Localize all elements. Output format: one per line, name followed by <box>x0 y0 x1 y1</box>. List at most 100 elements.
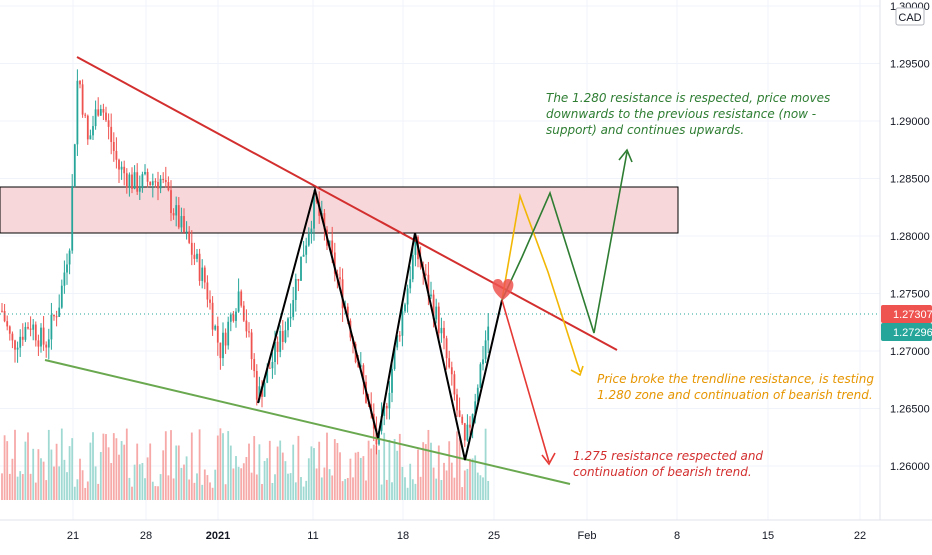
candle-body <box>274 341 276 363</box>
candle-body <box>471 414 474 428</box>
volume-bar <box>375 445 378 500</box>
candle-body <box>248 331 250 333</box>
candle-body <box>141 174 144 189</box>
volume-bar <box>125 428 128 500</box>
candle-body <box>206 282 209 300</box>
candle-body <box>250 332 253 360</box>
volume-bar <box>318 441 321 500</box>
volume-bar <box>170 430 172 500</box>
volume-bar <box>1 473 3 500</box>
x-tick-label: 22 <box>854 530 866 542</box>
y-tick-label: 1.28000 <box>890 231 930 243</box>
volume-bar <box>294 482 297 500</box>
volume-bar <box>201 484 204 500</box>
candle-body <box>294 279 297 300</box>
volume-bar <box>443 462 445 500</box>
ascending-support-trendline[interactable] <box>44 359 571 485</box>
volume-bar <box>450 462 453 500</box>
candle-body <box>8 326 11 334</box>
volume-bar <box>365 480 367 500</box>
candle-body <box>341 279 344 309</box>
candle-body <box>383 405 386 416</box>
volume-bar <box>19 471 22 500</box>
candle-body <box>461 416 464 424</box>
drawings <box>0 56 880 485</box>
candle-body <box>203 267 206 283</box>
candle-body <box>302 254 305 257</box>
candle-body <box>120 166 123 170</box>
volume-bar <box>209 482 211 500</box>
volume-bar <box>58 466 61 500</box>
descending-resistance-trendline[interactable] <box>76 56 618 351</box>
volume-bar <box>224 484 227 500</box>
volume-bar <box>11 458 14 500</box>
annotation-red: 1.275 resistance respected and continuat… <box>573 449 763 479</box>
candle-body <box>157 181 159 189</box>
yellow-projection <box>501 192 581 373</box>
candle-body <box>37 340 40 347</box>
candle-body <box>180 216 183 228</box>
candle-body <box>201 267 204 281</box>
volume-bar <box>414 483 417 500</box>
time-axis[interactable]: 21 28 2021 11 18 25 Feb 8 15 22 <box>0 519 932 542</box>
candle-body <box>307 233 310 246</box>
candle-body <box>253 359 256 372</box>
candle-body <box>450 367 453 375</box>
green-projection <box>501 151 628 334</box>
candle-body <box>149 181 152 186</box>
candle-body <box>263 382 266 397</box>
volume-bar <box>437 445 440 500</box>
candle-body <box>151 181 154 186</box>
candle-body <box>484 340 487 360</box>
volume-bar <box>76 479 79 500</box>
candle-body <box>164 179 167 183</box>
resistance-zone-layer <box>0 186 679 234</box>
volume-bar <box>37 449 40 500</box>
volume-bar <box>107 447 110 500</box>
candle-body <box>188 231 191 243</box>
volume-bar <box>474 455 477 500</box>
volume-bar <box>55 443 58 500</box>
candle-body <box>240 291 243 306</box>
candle-body <box>53 314 55 317</box>
volume-bar <box>71 438 74 500</box>
annotation-green: The 1.280 resistance is respected, price… <box>546 91 830 137</box>
volume-bar <box>149 443 152 500</box>
x-tick-labels: 21 28 2021 11 18 25 Feb 8 15 22 <box>67 530 866 542</box>
candle-body <box>456 394 458 411</box>
volume-bar <box>344 479 347 500</box>
candle-body <box>40 327 42 347</box>
volume-bar <box>469 458 471 500</box>
x-tick-label: 8 <box>674 530 680 542</box>
candle-body <box>331 240 334 253</box>
volume-bar <box>453 477 456 500</box>
candle-body <box>110 126 113 142</box>
volume-bar <box>146 457 149 500</box>
volume-bar <box>261 483 263 500</box>
candle-body <box>227 321 230 346</box>
candle-body <box>437 306 440 334</box>
volume-bar <box>151 481 154 500</box>
candle-body <box>453 374 456 395</box>
candle-body <box>21 336 24 340</box>
volume-bar <box>240 468 243 500</box>
price-axis[interactable]: 1.300001.295001.290001.285001.280001.275… <box>879 0 932 520</box>
candle-body <box>81 84 84 115</box>
candle-body <box>86 115 89 140</box>
candle-body <box>463 423 466 441</box>
price-label-box <box>881 305 932 323</box>
volume-bar <box>123 444 126 500</box>
candle-body <box>297 279 300 281</box>
candle-body <box>333 252 336 274</box>
y-tick-label: 1.29000 <box>890 116 930 128</box>
candle-body <box>289 316 292 319</box>
candle-body <box>73 144 76 187</box>
volume-bar <box>482 477 484 500</box>
candle-body <box>245 320 248 332</box>
volume-bar <box>24 441 27 500</box>
volume-bar <box>328 469 331 500</box>
volume-bar <box>266 458 269 500</box>
candle-body <box>32 324 35 330</box>
